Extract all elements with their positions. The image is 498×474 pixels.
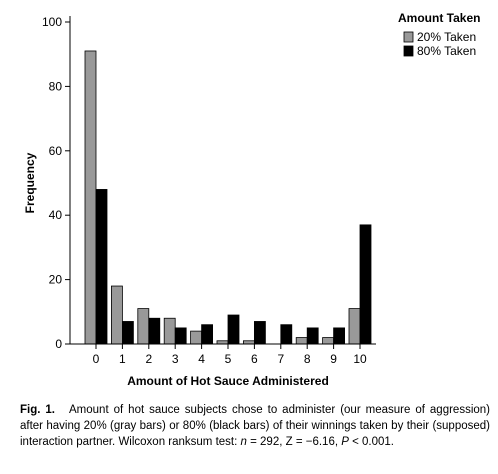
bar-gray-0 <box>84 50 97 345</box>
figure-caption: Fig. 1. Amount of hot sauce subjects chos… <box>20 402 490 450</box>
bar-black-2 <box>148 317 161 345</box>
legend-label: 80% Taken <box>417 44 476 58</box>
bar-gray-4 <box>190 330 203 345</box>
y-ticks-group: 0 20 40 60 80 100 <box>42 15 70 351</box>
bar-black-3 <box>174 327 187 345</box>
bar-black-1 <box>122 321 134 345</box>
bar-gray-10 <box>348 308 361 345</box>
y-tick-label: 100 <box>42 15 62 29</box>
bar-black-8 <box>306 327 319 345</box>
caption-n-symbol: n <box>240 436 247 448</box>
bar-black-5 <box>227 314 240 345</box>
x-tick-label: 10 <box>353 352 367 366</box>
bar-gray-8 <box>295 337 308 345</box>
legend-swatch-black <box>403 45 414 57</box>
caption-p-symbol: P <box>341 436 349 448</box>
bar-gray-9 <box>322 337 335 345</box>
bar-black-6 <box>253 321 266 345</box>
x-tick-label: 9 <box>330 352 337 366</box>
y-tick-label: 60 <box>49 144 63 158</box>
x-tick-label: 4 <box>198 352 205 366</box>
legend-label: 20% Taken <box>417 30 476 44</box>
bar-gray-1 <box>111 285 123 345</box>
x-tick-label: 7 <box>277 352 284 366</box>
y-tick-label: 40 <box>49 208 63 222</box>
x-axis-title: Amount of Hot Sauce Administered <box>127 374 329 388</box>
x-tick-label: 8 <box>304 352 311 366</box>
bar-black-4 <box>201 324 214 345</box>
bar-black-9 <box>333 327 346 345</box>
y-axis-title: Frequency <box>23 152 37 213</box>
caption-text: Amount of hot sauce subjects chose to ad… <box>20 404 490 448</box>
x-ticks-group: 0 1 2 3 4 5 6 7 8 9 10 <box>93 344 367 366</box>
caption-label: Fig. 1. <box>20 404 56 416</box>
bars-group <box>84 50 372 345</box>
legend-swatch-gray <box>403 31 414 43</box>
x-tick-label: 1 <box>119 352 126 366</box>
x-tick-label: 6 <box>251 352 258 366</box>
y-tick-label: 0 <box>55 337 62 351</box>
y-tick-label: 80 <box>49 79 63 93</box>
bar-black-0 <box>95 189 108 345</box>
caption-p-value: < 0.001. <box>348 436 394 448</box>
x-tick-label: 0 <box>93 352 100 366</box>
bar-black-7 <box>280 324 293 345</box>
bar-gray-2 <box>137 308 150 345</box>
axes-group <box>69 16 376 345</box>
x-tick-label: 3 <box>172 352 179 366</box>
y-tick-label: 20 <box>49 273 63 287</box>
legend-title: Amount Taken <box>398 11 480 25</box>
x-tick-label: 5 <box>225 352 232 366</box>
x-tick-label: 2 <box>145 352 152 366</box>
caption-n-value: = 292, Z = −6.16, <box>246 436 342 448</box>
bar-chart: 0 20 40 60 80 100 0 1 2 3 4 5 6 7 8 9 10 Frequency Amou… <box>23 11 480 388</box>
bar-gray-3 <box>163 317 176 345</box>
bar-black-10 <box>359 224 372 345</box>
